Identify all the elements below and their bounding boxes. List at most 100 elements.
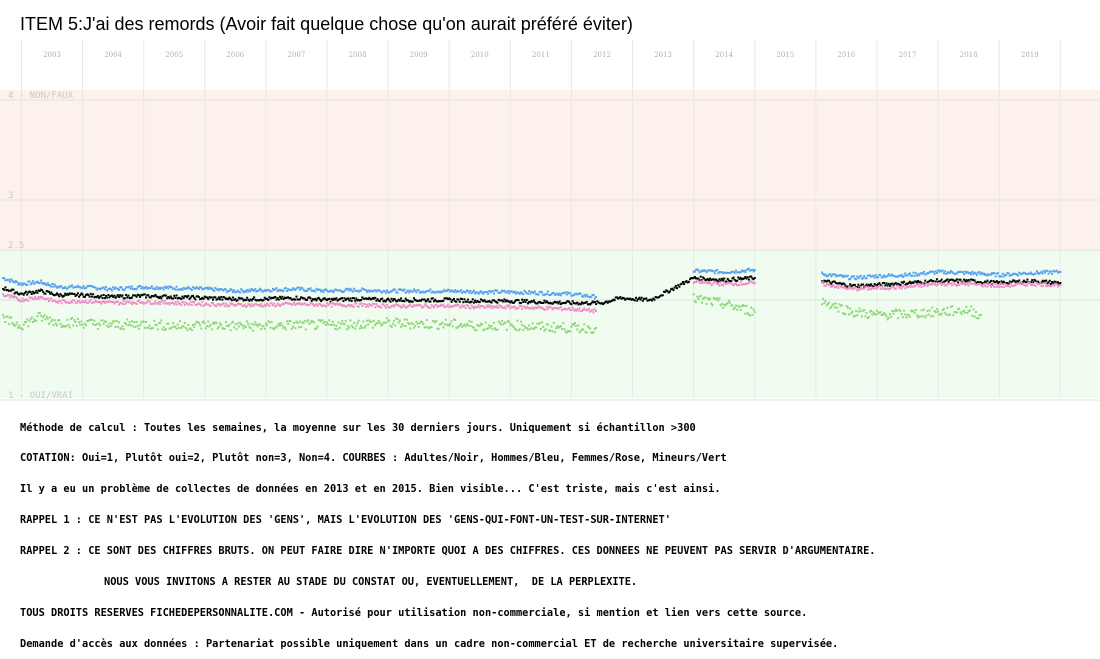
series-0-point xyxy=(226,291,229,294)
series-2-point xyxy=(235,304,238,307)
series-2-point xyxy=(707,282,710,285)
series-0-point xyxy=(1000,275,1003,278)
series-1-point xyxy=(529,301,532,304)
series-2-point xyxy=(1019,282,1022,285)
series-2-point xyxy=(349,305,352,308)
series-0-point xyxy=(377,289,380,292)
series-2-point xyxy=(304,303,307,306)
series-2-point xyxy=(577,309,580,312)
series-2-point xyxy=(303,302,306,305)
series-1-point xyxy=(497,298,500,301)
series-0-point xyxy=(278,289,281,292)
series-2-point xyxy=(722,284,725,287)
series-1-point xyxy=(268,296,271,299)
series-3-point xyxy=(33,318,36,321)
series-1-point xyxy=(14,291,17,294)
series-2-point xyxy=(314,303,317,306)
series-2-point xyxy=(289,303,292,306)
series-2-point xyxy=(856,289,859,292)
series-0-point xyxy=(4,279,7,282)
series-1-point xyxy=(160,297,163,300)
series-0-point xyxy=(183,287,186,290)
series-2-point xyxy=(1035,282,1038,285)
series-3-point xyxy=(214,321,217,324)
series-1-point xyxy=(101,297,104,300)
series-1-point xyxy=(74,294,77,297)
series-2-point xyxy=(106,300,109,303)
series-0-point xyxy=(8,280,11,283)
series-0-point xyxy=(1012,272,1015,275)
series-0-point xyxy=(157,286,160,289)
series-0-point xyxy=(36,280,39,283)
series-2-point xyxy=(264,304,267,307)
series-2-point xyxy=(962,281,965,284)
series-3-point xyxy=(283,326,286,329)
series-1-point xyxy=(506,300,509,303)
series-3-point xyxy=(487,327,490,330)
series-0-point xyxy=(736,271,739,274)
series-0-point xyxy=(337,289,340,292)
series-2-point xyxy=(977,283,980,286)
series-2-point xyxy=(195,303,198,306)
series-1-point xyxy=(913,280,916,283)
series-3-point xyxy=(488,324,491,327)
series-2-point xyxy=(362,302,365,305)
series-3-point xyxy=(133,321,136,324)
series-0-point xyxy=(373,289,376,292)
series-0-point xyxy=(967,272,970,275)
series-2-point xyxy=(1006,284,1009,287)
series-1-point xyxy=(966,280,969,283)
series-3-point xyxy=(313,321,316,324)
series-0-point xyxy=(188,287,191,290)
series-2-point xyxy=(109,300,112,303)
series-3-point xyxy=(204,327,207,330)
series-2-point xyxy=(530,307,533,310)
series-3-point xyxy=(43,314,46,317)
series-3-point xyxy=(825,304,828,307)
series-2-point xyxy=(501,306,504,309)
series-2-point xyxy=(711,283,714,286)
series-1-point xyxy=(978,281,981,284)
series-0-point xyxy=(295,287,298,290)
series-1-point xyxy=(927,280,930,283)
series-1-point xyxy=(269,297,272,300)
series-1-point xyxy=(581,301,584,304)
series-1-point xyxy=(3,288,6,291)
series-1-point xyxy=(1041,279,1044,282)
series-1-point xyxy=(536,302,539,305)
series-3-point xyxy=(181,325,184,328)
series-0-point xyxy=(106,289,109,292)
series-3-point xyxy=(432,320,435,323)
series-0-point xyxy=(1032,273,1035,276)
series-1-point xyxy=(43,292,46,295)
series-3-point xyxy=(549,329,552,332)
series-0-point xyxy=(713,272,716,275)
series-2-point xyxy=(234,303,237,306)
series-3-point xyxy=(729,301,732,304)
series-1-point xyxy=(7,289,10,292)
series-1-point xyxy=(557,302,560,305)
series-3-point xyxy=(407,321,410,324)
series-3-point xyxy=(186,329,189,332)
series-2-point xyxy=(283,302,286,305)
series-0-point xyxy=(239,291,242,294)
series-0-point xyxy=(203,287,206,290)
series-1-point xyxy=(135,295,138,298)
series-0-point xyxy=(1044,271,1047,274)
series-0-point xyxy=(746,268,749,271)
series-3-point xyxy=(934,311,937,314)
series-1-point xyxy=(435,300,438,303)
series-0-point xyxy=(146,287,149,290)
series-1-point xyxy=(343,297,346,300)
series-1-point xyxy=(503,298,506,301)
series-2-point xyxy=(216,303,219,306)
series-2-point xyxy=(878,285,881,288)
series-1-point xyxy=(515,299,518,302)
series-2-point xyxy=(82,301,85,304)
series-3-point xyxy=(336,328,339,331)
series-1-point xyxy=(414,298,417,301)
series-2-point xyxy=(415,304,418,307)
series-2-point xyxy=(173,303,176,306)
series-3-point xyxy=(19,326,22,329)
series-0-point xyxy=(302,288,305,291)
